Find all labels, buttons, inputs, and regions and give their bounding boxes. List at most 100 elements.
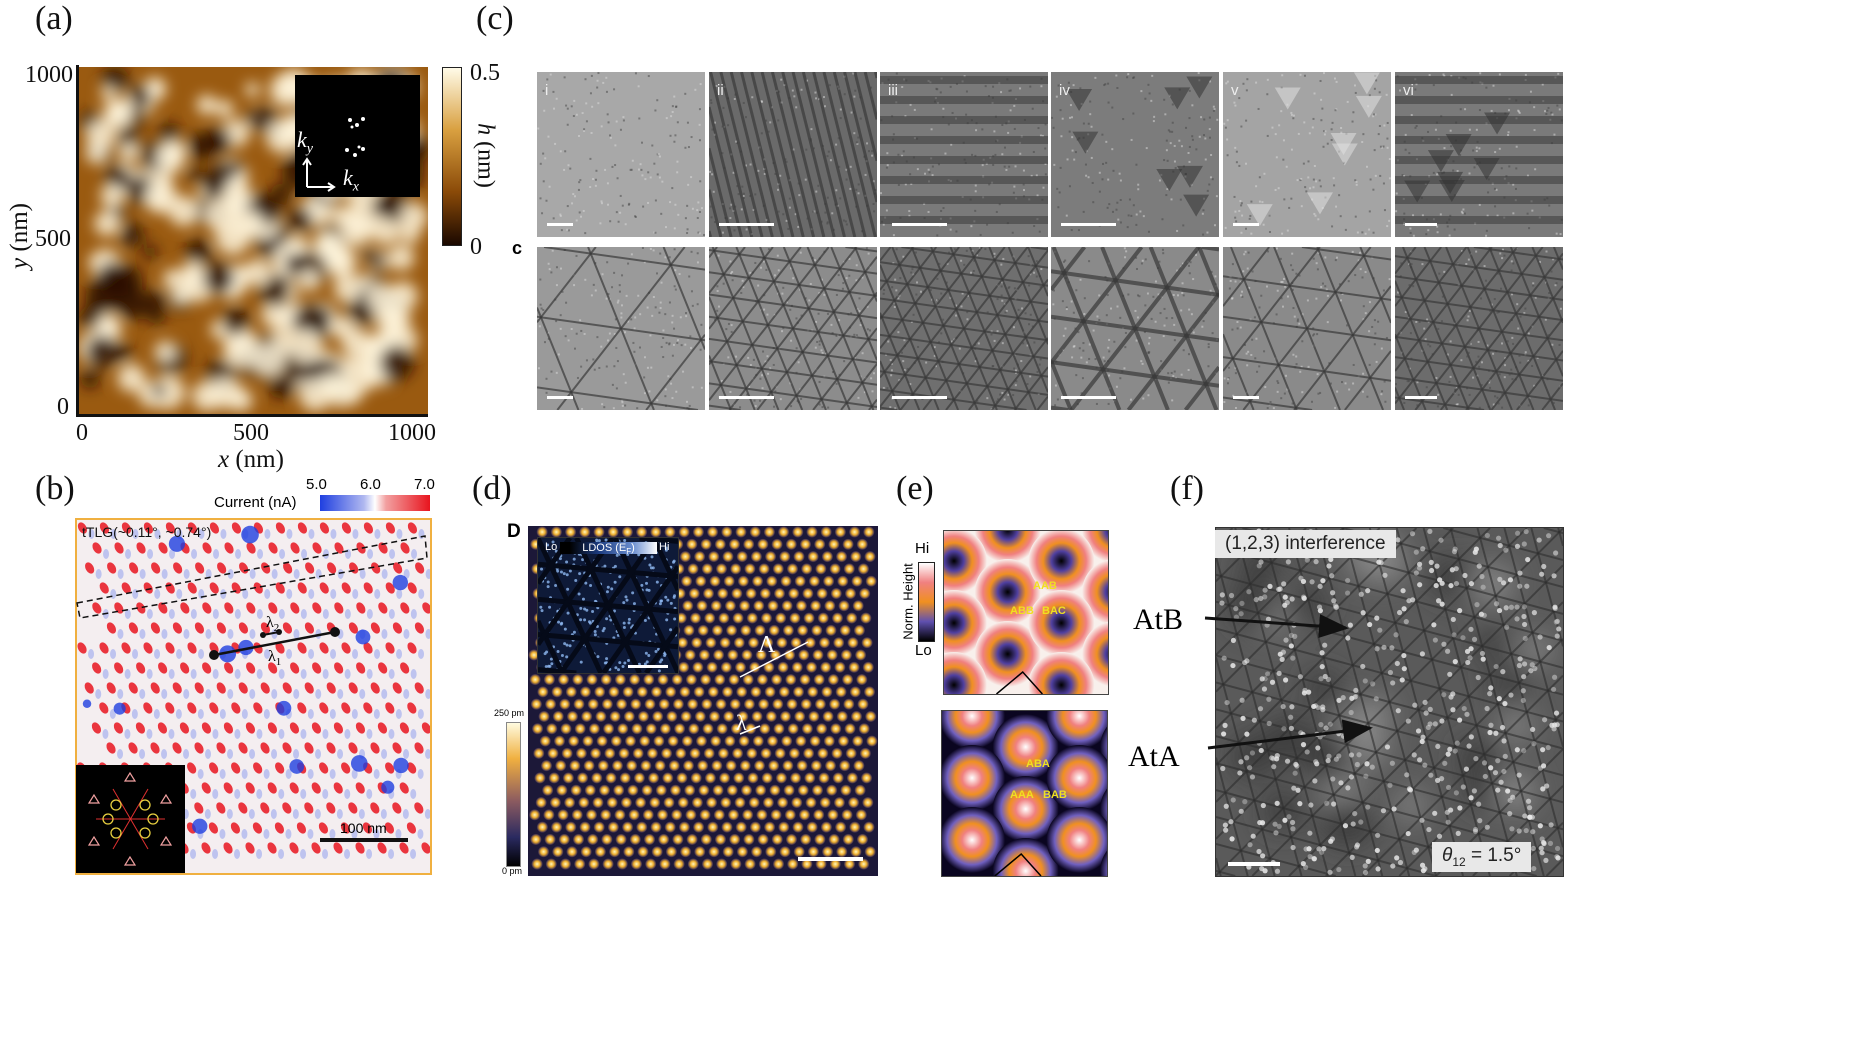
annotation-overlay <box>76 535 428 842</box>
current-colorbar-title: Current (nA) <box>214 494 297 511</box>
tile-column-label: iv <box>1059 82 1070 99</box>
tem-bright-field-tile <box>1051 72 1219 237</box>
panel-d-sublabel: D <box>507 521 521 542</box>
simulated-map-top <box>943 530 1109 695</box>
current-colorbar <box>320 495 430 511</box>
stacking-label: BAB <box>1043 789 1067 801</box>
colorbar-hi: Hi <box>915 540 930 557</box>
big-lambda-label: Λ <box>758 632 776 658</box>
tile-column-label: vi <box>1403 82 1414 99</box>
kx-label: kx <box>343 165 359 195</box>
y-axis-label: y (nm) <box>6 203 33 269</box>
panel-c-label: (c) <box>476 0 514 37</box>
colorbar-min: 0 pm <box>502 866 523 876</box>
lambda-overlay <box>739 641 863 861</box>
colorbar-lo: Lo <box>915 642 932 659</box>
small-lambda-label: λ <box>736 710 747 735</box>
y-tick: 0 <box>57 394 69 420</box>
stacking-label: ABA <box>1026 758 1050 770</box>
tem-dark-field-tile <box>1051 247 1219 410</box>
stacking-label: AAB <box>1033 580 1057 592</box>
panel-b-label: (b) <box>35 470 75 507</box>
stacking-label: AAA <box>1010 789 1034 801</box>
panel-e-label: (e) <box>896 470 934 507</box>
norm-height-colorbar <box>918 562 935 642</box>
colorbar-tick: 5.0 <box>306 476 327 493</box>
interference-title: (1,2,3) interference <box>1215 530 1396 558</box>
scale-bar <box>1233 396 1259 399</box>
ldos-hi: Hi <box>659 541 670 553</box>
scale-bar <box>1228 862 1280 866</box>
fft-spots <box>302 117 365 192</box>
tem-dark-field-tile <box>1395 247 1563 410</box>
atb-arrow <box>1204 614 1349 639</box>
scale-bar <box>547 396 573 399</box>
stacking-label: ABB <box>1010 605 1034 617</box>
x-tick: 500 <box>233 420 269 446</box>
y-tick: 500 <box>35 226 71 252</box>
colorbar-label: h (nm) <box>472 123 499 188</box>
tem-bright-field-tile <box>537 72 705 237</box>
scale-bar <box>1405 396 1437 399</box>
scale-bar <box>719 396 774 399</box>
ky-label: ky <box>297 127 313 157</box>
colorbar-max: 0.5 <box>470 60 500 86</box>
ldos-lo: Lo <box>545 541 558 553</box>
colorbar-min: 0 <box>470 234 482 260</box>
sample-label: tTLG(~0.11°, ~0.74°) <box>82 524 212 540</box>
lambda1-label: λ1 <box>268 648 282 669</box>
scale-bar <box>547 223 573 226</box>
tem-dark-field-tile <box>537 247 705 410</box>
colorbar-title: Norm. Height <box>900 563 916 640</box>
scale-bar <box>892 223 947 226</box>
tem-bright-field-tile <box>709 72 877 237</box>
tile-column-label: ii <box>717 82 724 99</box>
scale-bar <box>1233 223 1259 226</box>
simulated-map-bottom <box>941 710 1108 877</box>
atb-annotation: AtB <box>1133 603 1184 636</box>
twist-angle-label: θ12 = 1.5° <box>1432 842 1532 872</box>
height-colorbar-d <box>506 722 521 867</box>
x-axis-label: x (nm) <box>218 446 284 473</box>
tile-column-label: v <box>1231 82 1239 99</box>
panel-a-label: (a) <box>35 0 73 37</box>
fft-inset: ky kx <box>295 75 420 197</box>
scale-bar <box>1061 223 1116 226</box>
scale-bar <box>719 223 774 226</box>
colorbar-tick: 7.0 <box>414 476 435 493</box>
scale-bar <box>1405 223 1437 226</box>
fft-inset-b <box>76 765 185 873</box>
panel-f-label: (f) <box>1170 470 1204 507</box>
tem-dark-field-tile <box>880 247 1048 410</box>
scale-bar <box>1061 396 1116 399</box>
scale-bar <box>892 396 947 399</box>
tem-bright-field-tile <box>880 72 1048 237</box>
ldos-inset <box>537 537 679 674</box>
lambda2-label: λ2 <box>266 614 280 635</box>
scale-bar-label: 100 nm <box>340 820 387 836</box>
stacking-label: BAC <box>1042 605 1066 617</box>
tile-column-label: i <box>545 82 549 99</box>
tem-bright-field-tile <box>1223 72 1391 237</box>
colorbar-tick: 6.0 <box>360 476 381 493</box>
lambda1-line <box>213 630 336 657</box>
ldos-colorbar: LDOS (EF) <box>560 542 657 556</box>
colorbar-max: 250 pm <box>494 708 525 718</box>
ata-arrow <box>1207 719 1373 750</box>
panel-c-sublabel: c <box>512 238 523 258</box>
ata-annotation: AtA <box>1128 740 1180 773</box>
inset-scale-bar <box>628 665 668 668</box>
dashed-region <box>76 535 428 619</box>
tem-bright-field-tile <box>1395 72 1563 237</box>
annotation-arrows <box>1204 614 1373 750</box>
tile-column-label: iii <box>888 82 898 99</box>
x-tick: 0 <box>76 420 88 446</box>
x-tick: 1000 <box>388 420 436 446</box>
panel-d-label: (d) <box>472 470 512 507</box>
height-colorbar <box>442 67 462 246</box>
panel-a-axes <box>76 65 428 417</box>
stm-topograph <box>528 526 878 876</box>
tem-dark-field-tile <box>709 247 877 410</box>
y-tick: 1000 <box>25 62 73 88</box>
tem-dark-field-tile <box>1223 247 1391 410</box>
